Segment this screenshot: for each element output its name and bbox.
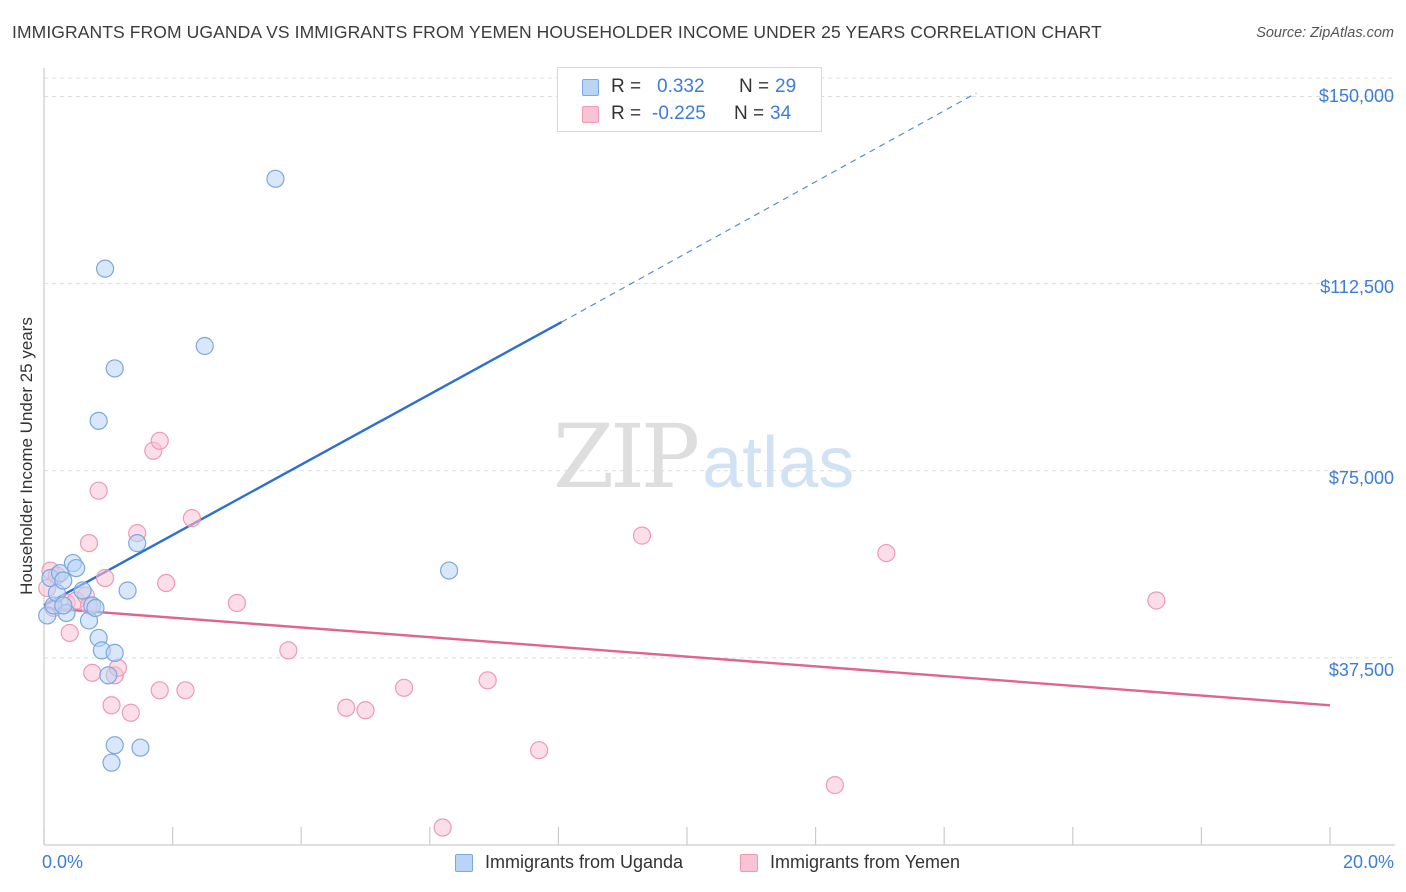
axis-layer	[43, 68, 1395, 846]
grid-layer	[44, 77, 1395, 659]
point-uganda-24	[102, 753, 121, 772]
point-yemen-28	[394, 678, 414, 697]
point-yemen-31	[530, 741, 549, 760]
point-yemen-5	[60, 623, 79, 643]
trend-line-yemen	[43, 606, 1331, 707]
legend-n-label: N =	[739, 76, 770, 97]
legend-n-value-yemen: 34	[770, 103, 792, 124]
point-yemen-11	[89, 481, 108, 500]
point-uganda-12	[86, 598, 105, 618]
point-uganda-17	[105, 359, 124, 378]
point-yemen-10	[83, 663, 102, 682]
point-uganda-5	[54, 571, 73, 590]
watermark-zip: ZIP	[553, 405, 700, 508]
trend-line-uganda-extension	[561, 92, 977, 323]
point-uganda-23	[131, 738, 150, 757]
point-yemen-24	[227, 593, 246, 613]
point-yemen-35	[1147, 591, 1166, 610]
source-label: Source: ZipAtlas.com	[1256, 25, 1394, 41]
point-uganda-22	[105, 736, 124, 755]
trend-layer	[43, 92, 1331, 707]
point-yemen-33	[825, 776, 844, 795]
point-yemen-12	[95, 568, 115, 588]
legend-r-label: R =	[611, 76, 642, 97]
point-yemen-9	[79, 534, 99, 553]
point-yemen-21	[157, 573, 176, 593]
x-tick-label-max: 20.0%	[1342, 852, 1394, 872]
point-uganda-18	[99, 666, 118, 685]
legend-r-value-yemen: -0.225	[652, 103, 706, 124]
point-yemen-29	[433, 818, 452, 837]
point-uganda-21	[128, 534, 147, 553]
point-uganda-26	[266, 169, 285, 188]
points-layer	[38, 169, 1166, 837]
point-yemen-32	[632, 526, 652, 545]
series-legend: Immigrants from Uganda Immigrants from Y…	[0, 852, 1406, 876]
point-yemen-27	[356, 701, 375, 720]
legend-r-value-uganda: 0.332	[657, 76, 705, 97]
point-uganda-28	[54, 596, 73, 615]
point-yemen-13	[102, 696, 121, 715]
point-yemen-20	[150, 681, 169, 700]
point-uganda-19	[105, 643, 124, 662]
point-uganda-15	[89, 411, 108, 430]
stats-legend: R = 0.332 N = 29 R = -0.225 N = 34	[557, 67, 822, 132]
legend-label-yemen: Immigrants from Yemen	[770, 852, 961, 872]
y-tick-label-37500: $37,500	[1328, 660, 1394, 680]
point-yemen-16	[121, 703, 140, 722]
point-yemen-22	[176, 681, 195, 700]
legend-r-label: R =	[611, 103, 642, 124]
point-uganda-25	[195, 336, 214, 356]
y-tick-label-112500: $112,500	[1320, 277, 1394, 297]
point-yemen-25	[279, 641, 298, 660]
y-tick-label-150000: $150,000	[1318, 86, 1394, 106]
watermark: ZIPatlas	[553, 405, 854, 508]
y-tick-label-75000: $75,000	[1328, 468, 1394, 488]
chart-title: IMMIGRANTS FROM UGANDA VS IMMIGRANTS FRO…	[12, 22, 1102, 42]
legend-n-label: N =	[734, 103, 765, 124]
legend-item-uganda[interactable]: Immigrants from Uganda	[455, 852, 683, 873]
legend-swatch-yemen	[582, 105, 599, 123]
point-yemen-30	[478, 671, 497, 690]
point-yemen-23	[182, 509, 201, 528]
legend-swatch-uganda	[455, 853, 473, 872]
point-yemen-34	[877, 543, 896, 563]
legend-swatch-uganda	[582, 78, 599, 96]
legend-row-uganda: R = 0.332 N = 29	[582, 75, 796, 99]
legend-item-yemen[interactable]: Immigrants from Yemen	[740, 852, 960, 873]
y-axis-label: Householder Income Under 25 years	[17, 317, 36, 595]
watermark-atlas: atlas	[702, 423, 855, 503]
point-yemen-19	[150, 431, 169, 450]
legend-label-uganda: Immigrants from Uganda	[485, 852, 684, 872]
legend-row-yemen: R = -0.225 N = 34	[582, 102, 791, 126]
x-tick-label-min: 0.0%	[42, 852, 84, 872]
legend-n-value-uganda: 29	[775, 76, 797, 97]
trend-line-uganda	[43, 320, 563, 607]
point-uganda-20	[118, 581, 137, 600]
point-uganda-8	[67, 558, 86, 578]
point-uganda-27	[439, 561, 459, 580]
legend-swatch-yemen	[740, 853, 758, 872]
point-uganda-9	[73, 581, 92, 600]
point-uganda-16	[95, 259, 115, 278]
point-yemen-26	[337, 698, 356, 717]
